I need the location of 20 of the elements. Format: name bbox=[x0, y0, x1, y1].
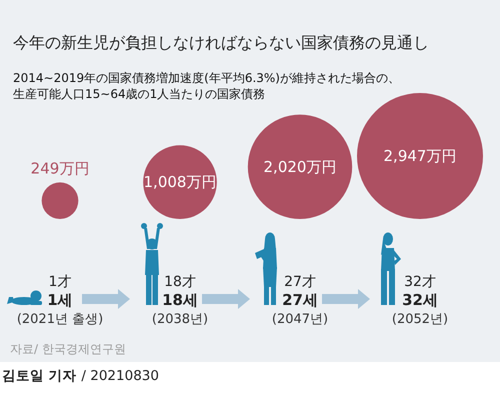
category-label: 18세 bbox=[162, 291, 198, 309]
data-label: 249万円 bbox=[30, 159, 90, 178]
category-label: 1세 bbox=[47, 291, 73, 309]
text: (2021년 출생) bbox=[16, 312, 104, 327]
data-label: 2,020万円 bbox=[264, 158, 336, 176]
text: 김토일 기자 / 20210830 bbox=[2, 368, 159, 384]
text: (2038년) bbox=[152, 312, 208, 327]
text: 18才 bbox=[164, 274, 196, 290]
text: (2047년) bbox=[272, 312, 328, 327]
text: 1才 bbox=[48, 274, 72, 290]
category-label: 27세 bbox=[282, 291, 318, 309]
text: 今年の新生児が負担しなければならない国家債務の見通し bbox=[13, 33, 429, 52]
text: 27才 bbox=[284, 274, 316, 290]
text: 32才 bbox=[404, 274, 436, 290]
data-label: 1,008万円 bbox=[144, 173, 216, 192]
data-label: 2,947万円 bbox=[384, 147, 456, 165]
text: 2014~2019年の国家債務増加速度(年平均6.3%)が維持された場合の、生産可能人口15~64歳の1人当たりの国家債務 bbox=[13, 71, 400, 101]
category-label: 32세 bbox=[402, 291, 438, 309]
text: (2052년) bbox=[392, 312, 448, 327]
text: 자료/ 한국경제연구원 bbox=[10, 342, 126, 356]
